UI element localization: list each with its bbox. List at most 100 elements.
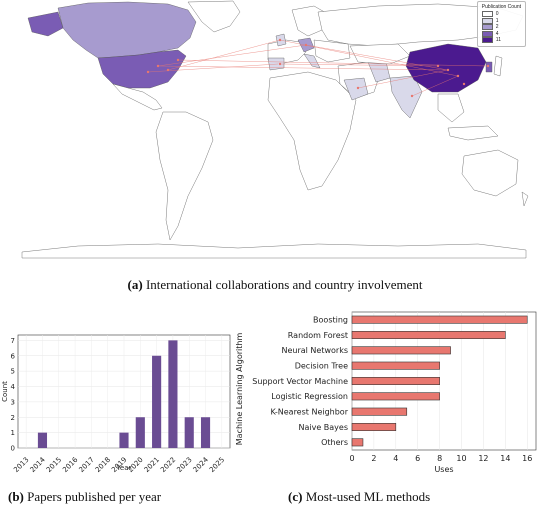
y-tick-label: Others (321, 438, 348, 447)
y-axis-label: Count (1, 381, 9, 402)
country-alaska (27, 11, 64, 37)
bar-naive-bayes (351, 423, 397, 431)
y-tick-label: Neural Networks (281, 346, 348, 355)
y-tick-label: Boosting (313, 315, 348, 324)
caption-b-text: Papers published per year (23, 489, 162, 504)
legend-entry: 11 (481, 37, 521, 44)
legend-swatch (481, 11, 493, 18)
country-central-asia (349, 43, 411, 65)
x-tick-label: 2018 (94, 456, 112, 474)
y-tick-label: Logistic Regression (271, 392, 348, 401)
y-tick-label: 0 (11, 445, 15, 453)
bar-2024 (200, 417, 211, 448)
caption-b: (b) Papers published per year (8, 489, 161, 505)
x-axis-label: Uses (434, 465, 453, 474)
country-australia (461, 149, 519, 197)
y-tick-label: 5 (11, 368, 15, 376)
country-mexico (112, 83, 163, 111)
bar-k-nearest-neighbor (351, 407, 408, 416)
legend-title: Publication Count (481, 4, 521, 10)
y-tick-label: 4 (11, 383, 16, 391)
legend-entry: 1 (481, 17, 521, 25)
caption-a-text: International collaborations and country… (142, 277, 423, 292)
country-canada (57, 1, 197, 59)
bar-random-forest (351, 331, 506, 339)
caption-c-text: Most-used ML methods (302, 489, 431, 504)
y-tick-label: Random Forest (288, 331, 348, 340)
country-southeast-asia (437, 93, 465, 123)
country-korea (485, 61, 493, 73)
collaboration-lines (147, 39, 489, 97)
country-south-america (155, 111, 214, 241)
x-tick-label: 2022 (159, 456, 177, 474)
legend-entry: 2 (481, 24, 521, 31)
x-axis-label: Year (116, 464, 132, 472)
x-tick-label: 2013 (12, 456, 30, 474)
y-tick-label: K-Nearest Neighbor (270, 407, 348, 416)
y-axis-label: Machine Learning Algorithm (235, 333, 244, 446)
bar-2014 (37, 432, 48, 448)
legend-swatch (481, 37, 493, 44)
legend-entry: 0 (481, 11, 521, 18)
y-tick-label: 1 (11, 429, 15, 437)
y-tick-label: Naive Bayes (298, 423, 348, 432)
bar-decision-tree (351, 361, 440, 370)
country-russia (317, 3, 524, 47)
x-tick-label: 16 (522, 454, 532, 463)
x-tick-label: 2 (371, 454, 376, 463)
world-map (21, 0, 529, 259)
bar-others (351, 438, 364, 447)
x-tick-label: 4 (393, 454, 398, 463)
legend-entry: 4 (481, 30, 521, 38)
bar-2019 (119, 432, 129, 448)
bar-2021 (152, 355, 162, 448)
x-tick-label: 2017 (78, 456, 96, 474)
x-tick-label: 2024 (192, 455, 211, 474)
x-tick-label: 8 (437, 454, 442, 463)
ml-methods-chart: 0 2 4 6 8 10 12 14 16 Boosting Random Forest Neural… (235, 311, 537, 474)
country-saudi-arabia (343, 77, 369, 101)
x-tick-label: 2014 (29, 455, 48, 474)
caption-c-label: (c) (288, 489, 303, 504)
x-tick-label: 6 (415, 454, 420, 463)
legend-label: 2 (495, 24, 499, 31)
legend-swatch (481, 17, 493, 24)
legend-label: 1 (495, 17, 499, 24)
caption-b-label: (b) (8, 489, 24, 504)
caption-c: (c) Most-used ML methods (288, 489, 430, 505)
bar-support-vector-machine (351, 377, 440, 385)
y-tick-label: 7 (11, 337, 15, 345)
y-tick-label: 6 (11, 352, 16, 360)
bar-2022 (168, 340, 178, 448)
world-map-panel: Publication Count 0 1 2 4 11 (18, 0, 530, 262)
legend-label: 4 (495, 30, 499, 37)
y-tick-label: Decision Tree (295, 361, 348, 370)
x-tick-label: 2025 (208, 456, 226, 474)
bar-2020 (135, 417, 145, 448)
legend-label: 0 (495, 11, 499, 18)
country-indonesia (447, 125, 499, 141)
caption-a: (a) International collaborations and cou… (0, 277, 550, 293)
x-tick-label: 12 (478, 454, 488, 463)
x-tick-label: 2023 (175, 456, 193, 474)
bar-logistic-regression (351, 392, 440, 401)
x-tick-label: 0 (349, 454, 354, 463)
collaboration-points (146, 38, 490, 98)
papers-per-year-chart: 0123456720132014201520162017201820192020… (1, 334, 231, 474)
x-tick-label: 2016 (61, 455, 80, 474)
legend-swatch (481, 30, 493, 37)
legend-swatch (481, 24, 493, 31)
x-tick-label: 14 (500, 454, 510, 463)
country-antarctica (21, 243, 527, 259)
y-tick-label: Support Vector Machine (252, 377, 348, 386)
y-tick-label: 3 (11, 398, 15, 406)
country-china (405, 43, 487, 93)
caption-a-label: (a) (127, 277, 143, 292)
country-greenland (187, 0, 241, 33)
map-legend: Publication Count 0 1 2 4 11 (476, 1, 526, 47)
x-tick-label: 2015 (45, 456, 63, 474)
country-africa (267, 71, 357, 191)
x-tick-label: 2021 (143, 456, 161, 474)
country-eastern-europe (313, 39, 351, 63)
legend-label: 11 (495, 37, 501, 44)
